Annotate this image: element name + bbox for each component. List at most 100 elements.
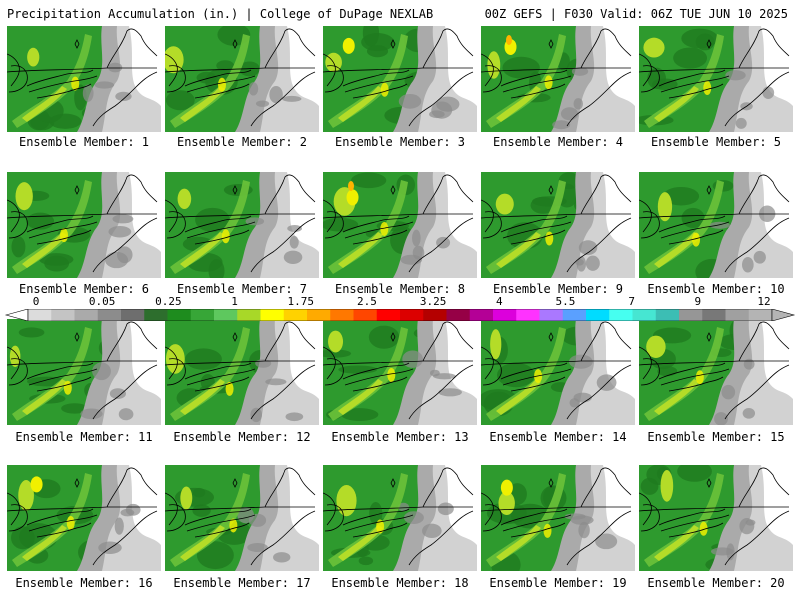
- colorbar-tick-label: 0.25: [155, 295, 182, 308]
- ensemble-member-label-3: Ensemble Member: 3: [334, 135, 466, 149]
- map-outlines-2: [165, 28, 316, 127]
- precip-map-12: [165, 319, 319, 425]
- ensemble-panel-17: [165, 465, 319, 571]
- colorbar-swatch-1: [51, 309, 75, 321]
- ensemble-panel-10: [639, 172, 793, 278]
- precip-map-8: [323, 172, 477, 278]
- colorbar-swatch-7: [190, 309, 215, 321]
- colorbar-swatch-27: [655, 309, 680, 321]
- map-outlines-10: [639, 174, 790, 273]
- precip-map-19: [481, 465, 635, 571]
- map-outlines-13: [323, 321, 474, 420]
- colorbar-swatch-18: [446, 309, 471, 321]
- ensemble-panel-7: [165, 172, 319, 278]
- colorbar-swatch-15: [376, 309, 401, 321]
- precip-map-17: [165, 465, 319, 571]
- colorbar-tick-label: 0: [32, 295, 40, 308]
- precip-map-18: [323, 465, 477, 571]
- ensemble-member-label-7: Ensemble Member: 7: [176, 282, 308, 296]
- colorbar-tick-label: 7: [628, 295, 635, 308]
- colorbar-swatch-16: [400, 309, 424, 321]
- ensemble-member-label-12: Ensemble Member: 12: [173, 430, 311, 444]
- colorbar-swatch-23: [562, 309, 587, 321]
- colorbar-swatch-4: [121, 309, 145, 321]
- map-outlines-17: [165, 467, 316, 566]
- colorbar-tick-label: 9: [694, 295, 702, 308]
- colorbar-swatch-24: [586, 309, 610, 321]
- ensemble-member-label-5: Ensemble Member: 5: [650, 135, 782, 149]
- ensemble-panel-6: [7, 172, 161, 278]
- map-outlines-19: [481, 467, 632, 566]
- map-outlines-1: [7, 28, 158, 127]
- map-outlines-20: [639, 467, 790, 566]
- ensemble-member-label-18: Ensemble Member: 18: [331, 576, 469, 590]
- colorbar-swatch-3: [97, 309, 122, 321]
- map-outlines-5: [639, 28, 790, 127]
- map-outlines-14: [481, 321, 632, 420]
- precip-map-4: [481, 26, 635, 132]
- colorbar-swatch-2: [74, 309, 99, 321]
- map-outlines-15: [639, 321, 790, 420]
- precip-map-5: [639, 26, 793, 132]
- colorbar-swatch-6: [167, 309, 192, 321]
- colorbar-tick-label: 3.25: [419, 295, 447, 308]
- ensemble-member-label-6: Ensemble Member: 6: [18, 282, 150, 296]
- colorbar: [4, 309, 796, 321]
- colorbar-swatch-28: [679, 309, 703, 321]
- ensemble-panel-2: [165, 26, 319, 132]
- ensemble-panel-8: [323, 172, 477, 278]
- ensemble-panel-15: [639, 319, 793, 425]
- ensemble-member-label-13: Ensemble Member: 13: [331, 430, 469, 444]
- ensemble-member-label-16: Ensemble Member: 16: [15, 576, 153, 590]
- map-outlines-3: [323, 28, 474, 127]
- ensemble-panel-13: [323, 319, 477, 425]
- map-outlines-4: [481, 28, 632, 127]
- ensemble-member-label-14: Ensemble Member: 14: [489, 430, 627, 444]
- ensemble-panel-5: [639, 26, 793, 132]
- ensemble-panel-19: [481, 465, 635, 571]
- precip-map-1: [7, 26, 161, 132]
- ensemble-panel-11: [7, 319, 161, 425]
- colorbar-swatch-31: [748, 309, 773, 321]
- colorbar-swatch-20: [493, 309, 517, 321]
- ensemble-panel-18: [323, 465, 477, 571]
- precip-map-10: [639, 172, 793, 278]
- colorbar-swatch-13: [330, 309, 354, 321]
- map-outlines-8: [323, 174, 474, 273]
- colorbar-swatch-17: [423, 309, 447, 321]
- colorbar-swatch-21: [516, 309, 540, 321]
- colorbar-tick-labels: 0 0.05 0.25 1 1.75 2.5 3.25 4 5.5 7 9 12: [0, 296, 800, 309]
- colorbar-swatch-19: [469, 309, 494, 321]
- colorbar-swatch-5: [144, 309, 168, 321]
- ensemble-member-label-15: Ensemble Member: 15: [647, 430, 785, 444]
- ensemble-panel-16: [7, 465, 161, 571]
- ensemble-panel-12: [165, 319, 319, 425]
- colorbar-left-arrow: [4, 309, 29, 321]
- precip-map-15: [639, 319, 793, 425]
- colorbar-swatch-0: [28, 309, 52, 321]
- colorbar-tick-label: 1: [231, 295, 238, 308]
- ensemble-panel-3: [323, 26, 477, 132]
- ensemble-member-label-17: Ensemble Member: 17: [173, 576, 311, 590]
- colorbar-swatch-11: [283, 309, 308, 321]
- map-outlines-9: [481, 174, 632, 273]
- ensemble-panel-9: [481, 172, 635, 278]
- colorbar-swatch-14: [353, 309, 378, 321]
- ensemble-member-label-2: Ensemble Member: 2: [176, 135, 308, 149]
- map-outlines-7: [165, 174, 316, 273]
- colorbar-tick-label: 5.5: [555, 295, 576, 308]
- map-outlines-12: [165, 321, 316, 420]
- ensemble-member-label-20: Ensemble Member: 20: [647, 576, 785, 590]
- colorbar-tick-label: 2.5: [356, 295, 377, 308]
- precip-map-7: [165, 172, 319, 278]
- colorbar-swatch-9: [237, 309, 261, 321]
- ensemble-member-label-1: Ensemble Member: 1: [18, 135, 150, 149]
- map-outlines-18: [323, 467, 474, 566]
- colorbar-tick-label: 0.05: [88, 295, 116, 308]
- precip-map-11: [7, 319, 161, 425]
- precip-map-16: [7, 465, 161, 571]
- precip-map-20: [639, 465, 793, 571]
- map-outlines-6: [7, 174, 158, 273]
- colorbar-swatch-12: [307, 309, 331, 321]
